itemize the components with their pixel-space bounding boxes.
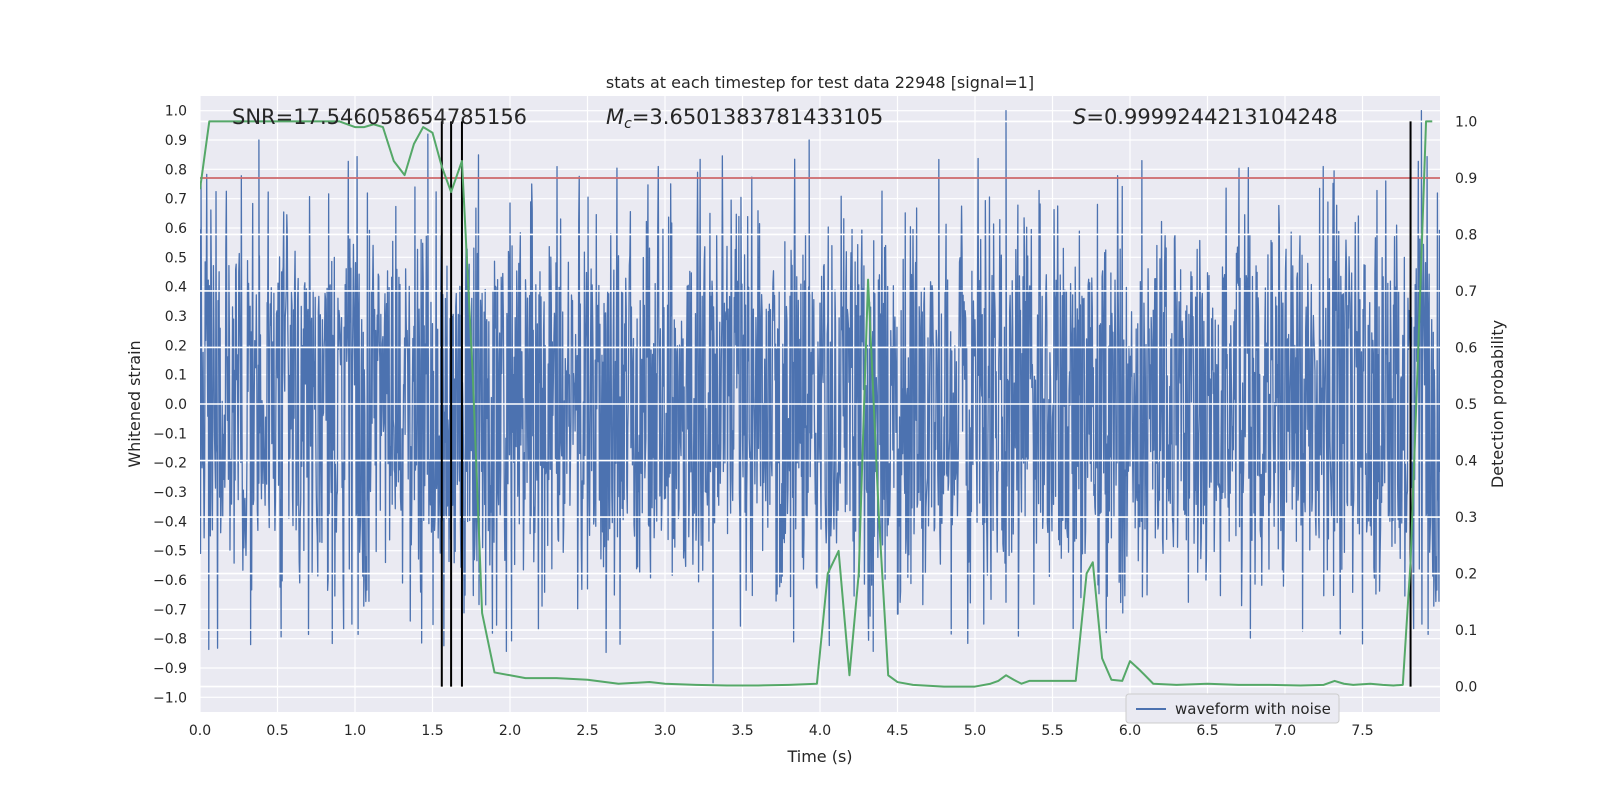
- x-tick-label: 5.5: [1041, 723, 1063, 739]
- y-tick-label-left: 0.5: [165, 250, 187, 266]
- y-tick-label-left: −0.4: [153, 514, 187, 530]
- y-tick-label-left: 0.1: [165, 368, 187, 384]
- y-tick-label-left: 0.9: [165, 133, 187, 149]
- y-tick-label-right: 0.8: [1455, 227, 1477, 243]
- legend-label: waveform with noise: [1175, 700, 1331, 718]
- x-tick-label: 6.5: [1196, 723, 1218, 739]
- x-tick-label: 4.0: [809, 723, 831, 739]
- y-tick-labels-left: 1.0 0.9 0.8 0.7 0.6 0.5 0.4 0.3 0.2 0.1 0.0 −0.1 −0.…: [153, 104, 187, 707]
- y-tick-label-left: −0.9: [153, 661, 187, 677]
- x-tick-label: 2.5: [576, 723, 598, 739]
- x-tick-label: 2.0: [499, 723, 521, 739]
- y-tick-label-right: 0.9: [1455, 171, 1477, 187]
- y-tick-label-left: 0.0: [165, 397, 187, 413]
- y-tick-label-right: 0.7: [1455, 284, 1477, 300]
- gridlines-right: [200, 120, 1440, 688]
- y-tick-label-left: −0.3: [153, 485, 187, 501]
- score-symbol: S: [1073, 105, 1086, 129]
- y-tick-label-right: 0.0: [1455, 680, 1477, 696]
- y-tick-label-right: 0.3: [1455, 510, 1477, 526]
- x-tick-label: 0.5: [266, 723, 288, 739]
- probability-series: [200, 120, 1433, 688]
- y-tick-label-left: 0.7: [165, 192, 187, 208]
- x-tick-label: 1.5: [421, 723, 443, 739]
- y-tick-label-right: 0.5: [1455, 397, 1477, 413]
- snr-annotation: SNR=17.546058654785156: [232, 105, 527, 129]
- y-tick-label-right: 1.0: [1455, 114, 1477, 130]
- chirp-mass-subscript: c: [624, 116, 632, 132]
- chirp-mass-symbol: M: [606, 105, 624, 129]
- y-tick-label-left: −0.8: [153, 632, 187, 648]
- x-tick-label: 7.0: [1274, 723, 1296, 739]
- score-annotation: S=0.9999244213104248: [1073, 105, 1338, 129]
- y-tick-label-left: 0.4: [165, 280, 187, 296]
- y-tick-label-left: −1.0: [153, 690, 187, 706]
- x-tick-label: 5.0: [964, 723, 986, 739]
- x-tick-label: 6.0: [1119, 723, 1141, 739]
- y-tick-label-left: 0.3: [165, 309, 187, 325]
- y-tick-label-left: −0.2: [153, 456, 187, 472]
- y-tick-label-left: 0.6: [165, 221, 187, 237]
- probability-line: [200, 120, 1433, 688]
- legend: waveform with noise: [1125, 693, 1340, 724]
- x-tick-label: 1.0: [344, 723, 366, 739]
- waveform-series: [200, 110, 1440, 684]
- vertical-markers: [440, 121, 1412, 687]
- score-value: =0.9999244213104248: [1086, 105, 1337, 129]
- y-tick-label-right: 0.4: [1455, 454, 1477, 470]
- x-axis-label: Time (s): [786, 747, 852, 766]
- y-tick-label-right: 0.6: [1455, 340, 1477, 356]
- x-tick-label: 7.5: [1351, 723, 1373, 739]
- y-axis-label-right: Detection probability: [1488, 320, 1507, 488]
- y-tick-label-left: 1.0: [165, 104, 187, 120]
- y-tick-labels-right: 1.0 0.9 0.8 0.7 0.6 0.5 0.4 0.3 0.2 0.1 0.0: [1455, 114, 1477, 695]
- x-tick-label: 4.5: [886, 723, 908, 739]
- y-tick-label-left: 0.8: [165, 162, 187, 178]
- chart-title: stats at each timestep for test data 229…: [606, 73, 1034, 92]
- y-axis-label-left: Whitened strain: [125, 340, 144, 467]
- x-tick-label: 3.0: [654, 723, 676, 739]
- y-tick-label-left: −0.1: [153, 426, 187, 442]
- waveform-line: [200, 110, 1440, 684]
- y-tick-label-left: 0.2: [165, 338, 187, 354]
- x-tick-label: 0.0: [189, 723, 211, 739]
- y-tick-label-left: −0.7: [153, 602, 187, 618]
- y-tick-label-right: 0.2: [1455, 567, 1477, 583]
- x-tick-labels: 0.0 0.5 1.0 1.5 2.0 2.5 3.0 3.5 4.0 4.5 5.0 5.5 6.0 6…: [189, 723, 1374, 739]
- chirp-mass-value: =3.6501383781433105: [632, 105, 883, 129]
- x-tick-label: 3.5: [731, 723, 753, 739]
- legend-box: [1125, 693, 1340, 724]
- y-tick-label-left: −0.6: [153, 573, 187, 589]
- y-tick-label-right: 0.1: [1455, 623, 1477, 639]
- chirp-mass-annotation: Mc=3.6501383781433105: [606, 105, 883, 132]
- y-tick-label-left: −0.5: [153, 544, 187, 560]
